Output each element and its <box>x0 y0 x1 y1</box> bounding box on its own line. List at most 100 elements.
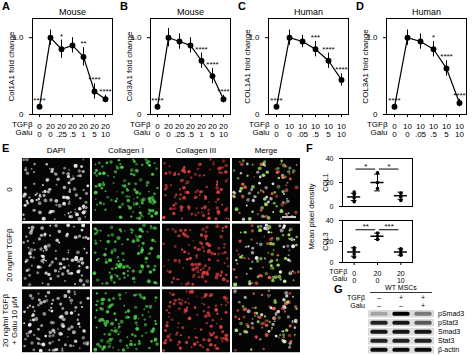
svg-text:10.5: 10.5 <box>311 122 320 139</box>
svg-text:0: 0 <box>330 203 334 210</box>
svg-text:0: 0 <box>137 110 142 119</box>
svg-text:WT MSCs: WT MSCs <box>385 284 417 291</box>
svg-text:2010: 2010 <box>219 122 228 139</box>
svg-text:Galu: Galu <box>16 128 33 137</box>
svg-text:Col3A1 fold change: Col3A1 fold change <box>125 31 134 101</box>
svg-text:200: 200 <box>46 122 55 139</box>
svg-text:Col1A1 fold change: Col1A1 fold change <box>7 31 16 101</box>
svg-text:2010: 2010 <box>101 122 110 139</box>
svg-text:COL3: COL3 <box>322 232 329 250</box>
svg-text:1010: 1010 <box>455 122 464 139</box>
svg-text:40: 40 <box>326 217 334 224</box>
svg-text:Mouse: Mouse <box>177 7 204 17</box>
svg-text:****: **** <box>195 45 207 54</box>
svg-text:COL3A1 fold change: COL3A1 fold change <box>361 29 370 104</box>
svg-text:***: *** <box>384 222 393 231</box>
svg-text:Mouse: Mouse <box>59 7 86 17</box>
svg-text:Galu: Galu <box>332 275 347 282</box>
svg-text:–: – <box>377 294 381 301</box>
svg-text:****: **** <box>335 65 347 74</box>
svg-text:1.0: 1.0 <box>12 33 24 43</box>
svg-text:*: * <box>60 32 63 41</box>
svg-text:Human: Human <box>412 7 441 17</box>
svg-text:+ Galu 10 μM: + Galu 10 μM <box>10 296 19 345</box>
svg-text:***: *** <box>311 33 320 42</box>
svg-text:20.25: 20.25 <box>56 122 68 139</box>
svg-text:10.05: 10.05 <box>297 122 309 139</box>
svg-text:*: * <box>388 162 391 171</box>
svg-text:–: – <box>399 302 403 309</box>
svg-text:TGFβ: TGFβ <box>248 120 270 130</box>
svg-text:TGFβ: TGFβ <box>11 120 33 130</box>
svg-text:****: **** <box>388 96 400 105</box>
svg-text:205: 205 <box>90 122 99 139</box>
svg-text:**: ** <box>363 222 369 231</box>
svg-text:****: **** <box>453 91 465 100</box>
svg-text:β-actin: β-actin <box>438 346 459 354</box>
svg-text:*: * <box>364 162 367 171</box>
svg-text:COL1: COL1 <box>322 173 329 191</box>
svg-text:100: 100 <box>285 122 294 139</box>
svg-text:****: **** <box>217 87 229 96</box>
svg-text:DAPI: DAPI <box>47 146 66 155</box>
svg-text:+: + <box>421 294 425 301</box>
svg-text:****: **** <box>322 45 334 54</box>
svg-text:**: ** <box>80 39 86 48</box>
svg-text:20 ng/ml TGFβ: 20 ng/ml TGFβ <box>5 228 14 282</box>
svg-text:+: + <box>399 294 403 301</box>
svg-text:*: * <box>432 33 435 42</box>
svg-text:20 ng/ml TGFβ: 20 ng/ml TGFβ <box>1 294 10 348</box>
svg-text:201: 201 <box>197 122 206 139</box>
svg-text:****: **** <box>151 96 163 105</box>
svg-text:200: 200 <box>164 122 173 139</box>
svg-text:0: 0 <box>19 110 24 119</box>
svg-text:****: **** <box>440 52 452 61</box>
svg-text:00: 00 <box>392 122 397 139</box>
svg-text:Smad3: Smad3 <box>438 328 460 335</box>
svg-text:00: 00 <box>155 122 160 139</box>
svg-text:201: 201 <box>79 122 88 139</box>
svg-text:Collagen I: Collagen I <box>108 146 144 155</box>
svg-text:10.05: 10.05 <box>415 122 427 139</box>
svg-text:+: + <box>421 302 425 309</box>
svg-text:20.5: 20.5 <box>186 122 195 139</box>
svg-text:pSmad3: pSmad3 <box>438 310 464 318</box>
svg-text:2010: 2010 <box>397 270 405 284</box>
svg-text:00: 00 <box>37 122 42 139</box>
svg-text:00: 00 <box>352 270 356 284</box>
svg-text:Merge: Merge <box>255 146 278 155</box>
svg-text:–: – <box>377 302 381 309</box>
svg-text:pStat3: pStat3 <box>438 319 458 327</box>
svg-text:Galu: Galu <box>253 128 270 137</box>
svg-text:0: 0 <box>373 110 378 119</box>
svg-text:****: **** <box>99 87 111 96</box>
svg-text:1.0: 1.0 <box>248 33 260 43</box>
svg-text:0: 0 <box>5 187 14 192</box>
svg-text:105: 105 <box>324 122 333 139</box>
svg-text:200: 200 <box>374 270 382 284</box>
svg-text:****: **** <box>206 60 218 69</box>
svg-text:TGFβ: TGFβ <box>129 120 151 130</box>
svg-text:****: **** <box>88 75 100 84</box>
svg-text:100: 100 <box>403 122 412 139</box>
svg-text:COL1A1 fold change: COL1A1 fold change <box>243 29 252 104</box>
svg-text:40: 40 <box>326 155 334 162</box>
svg-text:Galu: Galu <box>371 128 388 137</box>
svg-text:Human: Human <box>294 7 323 17</box>
svg-text:Collagen III: Collagen III <box>176 146 216 155</box>
svg-text:1.0: 1.0 <box>130 33 142 43</box>
svg-text:Stat3: Stat3 <box>438 337 454 344</box>
svg-text:0: 0 <box>330 259 334 266</box>
svg-text:105: 105 <box>442 122 451 139</box>
svg-text:00: 00 <box>274 122 279 139</box>
svg-text:0: 0 <box>255 110 260 119</box>
svg-text:20.25: 20.25 <box>174 122 186 139</box>
svg-text:20.5: 20.5 <box>68 122 77 139</box>
svg-text:205: 205 <box>208 122 217 139</box>
svg-text:1010: 1010 <box>337 122 346 139</box>
svg-text:10.5: 10.5 <box>429 122 438 139</box>
svg-text:Galu: Galu <box>134 128 151 137</box>
svg-text:****: **** <box>270 96 282 105</box>
svg-text:Galu: Galu <box>350 302 365 309</box>
svg-text:****: **** <box>33 96 45 105</box>
